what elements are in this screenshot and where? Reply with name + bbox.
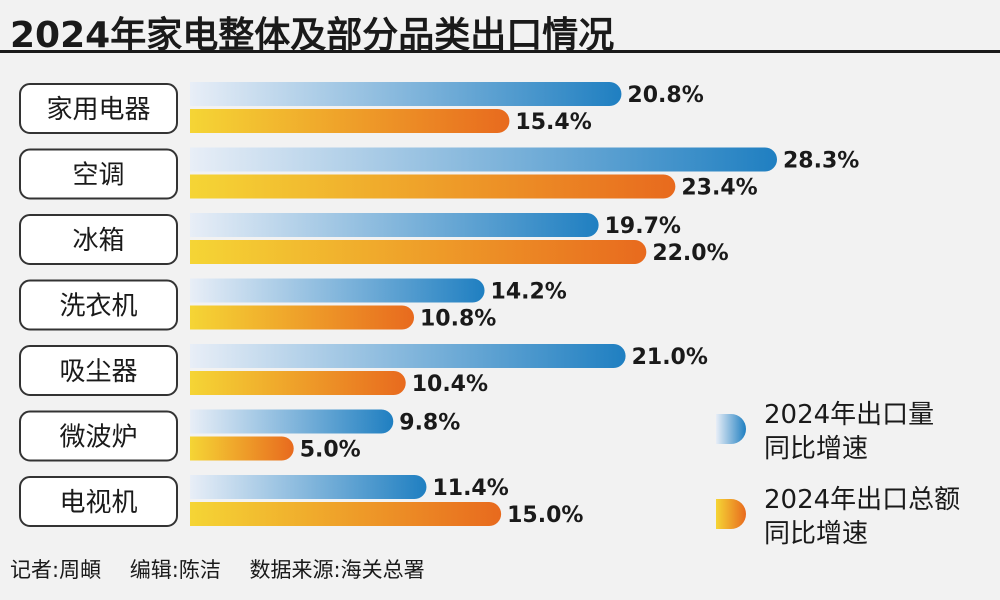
legend-value-line1: 2024年出口总额	[764, 485, 961, 515]
bar-value-growth	[190, 305, 415, 330]
category-label: 电视机	[59, 488, 137, 518]
data-label-volume: 20.8%	[627, 83, 703, 108]
category-label: 洗衣机	[59, 292, 137, 322]
bar-value-growth	[190, 436, 294, 461]
bar-volume-growth	[190, 213, 599, 237]
chart-title: 2024年家电整体及部分品类出口情况	[10, 15, 615, 56]
legend-volume-line1: 2024年出口量	[764, 400, 935, 430]
legend-value-line2: 同比增速	[764, 519, 869, 549]
category-label: 微波炉	[59, 423, 137, 453]
category-label: 冰箱	[72, 226, 124, 256]
data-label-volume: 28.3%	[783, 149, 859, 174]
title-divider	[0, 50, 1000, 53]
data-label-value: 23.4%	[681, 176, 757, 201]
category-box	[19, 148, 178, 200]
bar-value-growth	[190, 240, 647, 264]
data-label-value: 15.0%	[507, 503, 583, 528]
legend-volume-swatch	[716, 414, 746, 444]
bar-value-growth	[190, 109, 510, 133]
credit-editor: 编辑:陈洁	[129, 558, 221, 582]
category-box	[19, 345, 178, 396]
bar-value-growth	[190, 502, 502, 526]
data-label-volume: 19.7%	[605, 214, 681, 239]
data-label-value: 10.8%	[420, 307, 496, 332]
category-box	[19, 83, 178, 134]
bar-value-growth	[190, 371, 406, 395]
credit-reporter: 记者:周頔	[10, 558, 102, 582]
data-label-value: 22.0%	[652, 241, 728, 266]
data-label-volume: 11.4%	[432, 476, 508, 501]
data-label-value: 15.4%	[515, 110, 591, 135]
category-box	[19, 410, 178, 462]
data-label-value: 10.4%	[412, 372, 488, 397]
data-label-value: 5.0%	[300, 438, 361, 463]
category-box	[19, 214, 178, 265]
bar-volume-growth	[190, 147, 777, 172]
data-label-volume: 14.2%	[491, 280, 567, 305]
bar-volume-growth	[190, 475, 427, 500]
bar-volume-growth	[190, 82, 622, 106]
category-label: 家用电器	[46, 95, 150, 125]
category-label: 空调	[72, 161, 124, 191]
credit-source: 数据来源:海关总署	[249, 558, 425, 582]
category-label: 吸尘器	[59, 357, 137, 387]
legend-value-swatch	[716, 499, 746, 529]
bar-volume-growth	[190, 344, 626, 368]
category-box	[19, 476, 178, 527]
bar-value-growth	[190, 174, 676, 199]
category-box	[19, 279, 178, 331]
credits: 记者:周頔 编辑:陈洁 数据来源:海关总署	[10, 554, 447, 584]
data-label-volume: 9.8%	[399, 411, 460, 436]
bar-volume-growth	[190, 409, 394, 434]
bar-volume-growth	[190, 278, 485, 303]
legend-volume-line2: 同比增速	[764, 434, 869, 464]
data-label-volume: 21.0%	[632, 345, 708, 370]
